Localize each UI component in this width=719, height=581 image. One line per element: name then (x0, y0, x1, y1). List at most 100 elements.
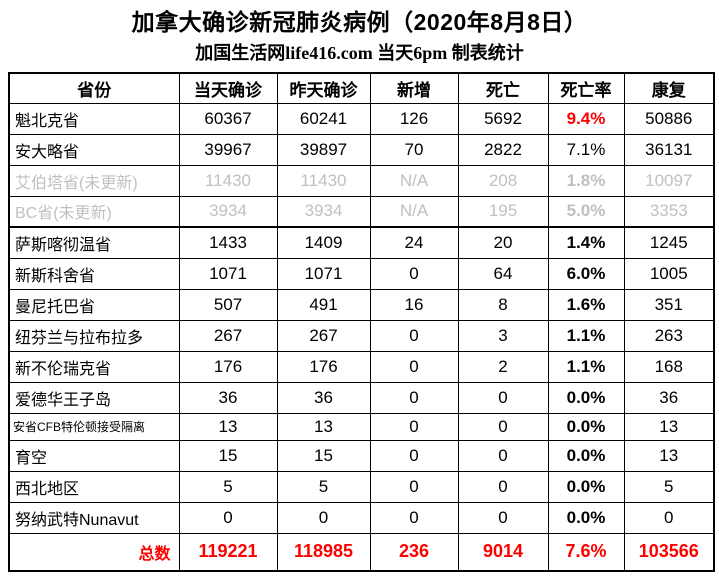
total-yesterday-cell: 118985 (276, 532, 371, 572)
deaths-cell: 0 (457, 439, 549, 472)
deaths-cell: 64 (457, 257, 549, 290)
recovered-cell: 13 (623, 412, 715, 441)
rate-cell: 0.0% (547, 439, 625, 472)
new-cell: N/A (369, 195, 459, 228)
total-new-cell: 236 (369, 532, 459, 572)
table-total-row: 总数 119221 118985 236 9014 7.6% 103566 (8, 532, 715, 572)
province-cell: 纽芬兰与拉布拉多 (8, 319, 180, 352)
recovered-cell: 1245 (623, 226, 715, 259)
today-cell: 1071 (178, 257, 278, 290)
today-cell: 15 (178, 439, 278, 472)
recovered-cell: 50886 (623, 102, 715, 135)
yesterday-cell: 5 (276, 470, 371, 503)
new-cell: 16 (369, 288, 459, 321)
province-cell: 安大略省 (8, 133, 180, 166)
new-cell: 0 (369, 501, 459, 534)
province-cell: BC省(未更新) (8, 195, 180, 228)
total-recovered-cell: 103566 (623, 532, 715, 572)
page-subtitle: 加国生活网life416.com 当天6pm 制表统计 (195, 43, 524, 63)
province-cell: 魁北克省 (8, 102, 180, 135)
recovered-cell: 0 (623, 501, 715, 534)
new-cell: 0 (369, 412, 459, 441)
rate-cell: 0.0% (547, 470, 625, 503)
total-today-cell: 119221 (178, 532, 278, 572)
yesterday-cell: 491 (276, 288, 371, 321)
page-title: 加拿大确诊新冠肺炎病例（2020年8月8日） (131, 9, 588, 35)
new-cell: 24 (369, 226, 459, 259)
recovered-cell: 3353 (623, 195, 715, 228)
new-cell: 0 (369, 350, 459, 383)
column-header-new: 新增 (369, 72, 459, 104)
deaths-cell: 8 (457, 288, 549, 321)
yesterday-cell: 176 (276, 350, 371, 383)
column-header-yesterday: 昨天确诊 (276, 72, 371, 104)
province-cell: 爱德华王子岛 (8, 381, 180, 414)
province-cell: 萨斯喀彻温省 (8, 226, 180, 259)
recovered-cell: 36131 (623, 133, 715, 166)
province-row: 安省CFB特伦顿接受隔离 13 13 0 0 0.0% 13 (8, 412, 715, 441)
province-row: 爱德华王子岛 36 36 0 0 0.0% 36 (8, 381, 715, 414)
today-cell: 13 (178, 412, 278, 441)
province-row: 纽芬兰与拉布拉多 267 267 0 3 1.1% 263 (8, 319, 715, 352)
new-cell: 0 (369, 439, 459, 472)
column-header-recovered: 康复 (623, 72, 715, 104)
column-header-today: 当天确诊 (178, 72, 278, 104)
new-cell: 0 (369, 319, 459, 352)
new-cell: 126 (369, 102, 459, 135)
new-cell: 0 (369, 470, 459, 503)
province-cell: 努纳武特Nunavut (8, 501, 180, 534)
recovered-cell: 10097 (623, 164, 715, 197)
today-cell: 1433 (178, 226, 278, 259)
yesterday-cell: 15 (276, 439, 371, 472)
deaths-cell: 208 (457, 164, 549, 197)
province-row: 曼尼托巴省 507 491 16 8 1.6% 351 (8, 288, 715, 321)
deaths-cell: 0 (457, 381, 549, 414)
new-cell: N/A (369, 164, 459, 197)
today-cell: 507 (178, 288, 278, 321)
province-row: 努纳武特Nunavut 0 0 0 0 0.0% 0 (8, 501, 715, 534)
rate-cell: 0.0% (547, 501, 625, 534)
today-cell: 36 (178, 381, 278, 414)
province-row: 西北地区 5 5 0 0 0.0% 5 (8, 470, 715, 503)
rate-cell: 0.0% (547, 381, 625, 414)
deaths-cell: 20 (457, 226, 549, 259)
total-province-cell: 总数 (8, 532, 180, 572)
today-cell: 11430 (178, 164, 278, 197)
province-row: 萨斯喀彻温省 1433 1409 24 20 1.4% 1245 (8, 226, 715, 259)
recovered-cell: 36 (623, 381, 715, 414)
today-cell: 60367 (178, 102, 278, 135)
rate-cell: 1.8% (547, 164, 625, 197)
province-row: 艾伯塔省(未更新) 11430 11430 N/A 208 1.8% 10097 (8, 164, 715, 197)
deaths-cell: 0 (457, 501, 549, 534)
yesterday-cell: 3934 (276, 195, 371, 228)
yesterday-cell: 39897 (276, 133, 371, 166)
total-deaths-cell: 9014 (457, 532, 549, 572)
deaths-cell: 3 (457, 319, 549, 352)
rate-cell: 1.1% (547, 350, 625, 383)
yesterday-cell: 1409 (276, 226, 371, 259)
recovered-cell: 263 (623, 319, 715, 352)
covid-cases-table: 省份 当天确诊 昨天确诊 新增 死亡 死亡率 康复 魁北克省 60367 60241 126 569… (8, 72, 715, 572)
today-cell: 39967 (178, 133, 278, 166)
deaths-cell: 0 (457, 412, 549, 441)
new-cell: 70 (369, 133, 459, 166)
deaths-cell: 0 (457, 470, 549, 503)
recovered-cell: 351 (623, 288, 715, 321)
yesterday-cell: 0 (276, 501, 371, 534)
province-row: 魁北克省 60367 60241 126 5692 9.4% 50886 (8, 102, 715, 135)
rate-cell: 1.6% (547, 288, 625, 321)
province-row: 新斯科舍省 1071 1071 0 64 6.0% 1005 (8, 257, 715, 290)
deaths-cell: 195 (457, 195, 549, 228)
column-header-rate: 死亡率 (547, 72, 625, 104)
today-cell: 0 (178, 501, 278, 534)
province-row: 育空 15 15 0 0 0.0% 13 (8, 439, 715, 472)
yesterday-cell: 60241 (276, 102, 371, 135)
province-cell: 艾伯塔省(未更新) (8, 164, 180, 197)
province-row: 安大略省 39967 39897 70 2822 7.1% 36131 (8, 133, 715, 166)
province-cell: 西北地区 (8, 470, 180, 503)
column-header-province: 省份 (8, 72, 180, 104)
total-rate-cell: 7.6% (547, 532, 625, 572)
column-header-deaths: 死亡 (457, 72, 549, 104)
yesterday-cell: 267 (276, 319, 371, 352)
recovered-cell: 5 (623, 470, 715, 503)
